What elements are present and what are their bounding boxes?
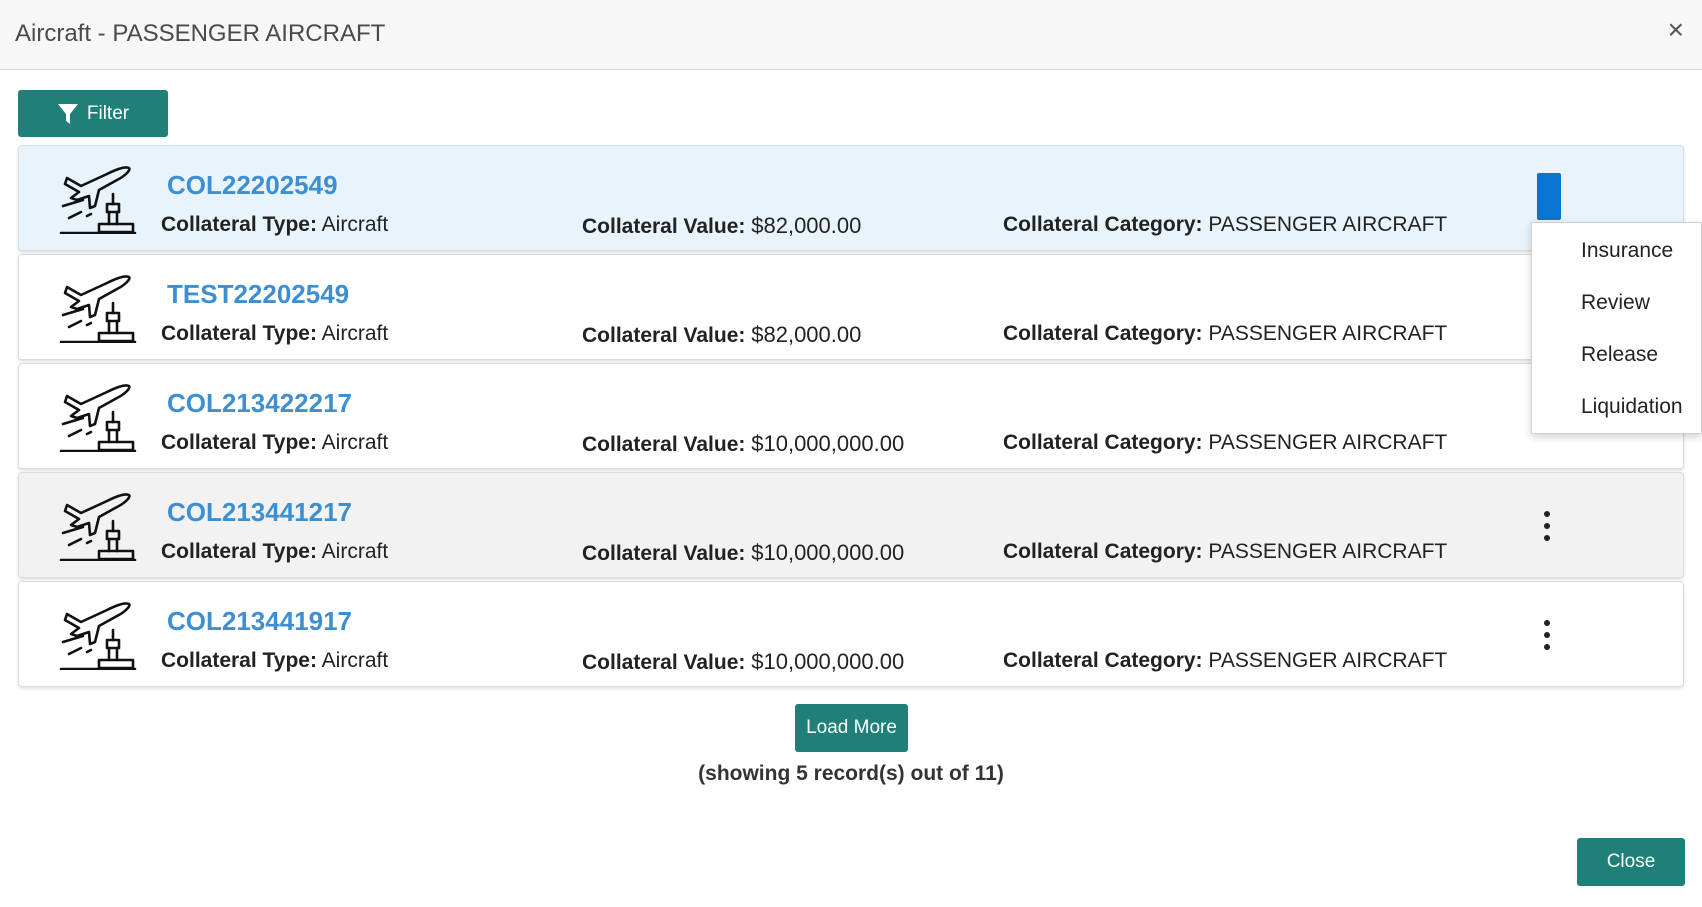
collateral-value: Collateral Value: $82,000.00 — [582, 213, 862, 238]
menu-item-review[interactable]: Review — [1581, 291, 1650, 314]
airplane-takeoff-icon — [59, 275, 137, 343]
collateral-card[interactable]: TEST22202549 Collateral Type: Aircraft C… — [18, 254, 1684, 360]
collateral-id-link[interactable]: COL22202549 — [167, 170, 338, 200]
collateral-type: Collateral Type: Aircraft — [161, 540, 389, 563]
more-actions-button[interactable] — [1540, 511, 1554, 541]
airplane-takeoff-icon — [59, 384, 137, 452]
collateral-card[interactable]: COL213422217 Collateral Type: Aircraft C… — [18, 363, 1684, 469]
close-button[interactable]: Close — [1577, 838, 1685, 886]
filter-button-label: Filter — [86, 102, 130, 124]
collateral-category: Collateral Category: PASSENGER AIRCRAFT — [1003, 213, 1448, 236]
collateral-card[interactable]: COL213441217 Collateral Type: Aircraft C… — [18, 472, 1684, 578]
collateral-card[interactable]: COL213441917 Collateral Type: Aircraft C… — [18, 581, 1684, 687]
collateral-type: Collateral Type: Aircraft — [161, 213, 389, 236]
collateral-category: Collateral Category: PASSENGER AIRCRAFT — [1003, 322, 1448, 345]
collateral-type: Collateral Type: Aircraft — [161, 322, 389, 345]
filter-button[interactable]: Filter — [18, 90, 168, 137]
filter-icon — [57, 103, 78, 124]
menu-item-release[interactable]: Release — [1581, 343, 1659, 366]
menu-item-insurance[interactable]: Insurance — [1581, 239, 1674, 262]
airplane-takeoff-icon — [59, 493, 137, 561]
collateral-id-link[interactable]: COL213441217 — [167, 497, 353, 527]
airplane-takeoff-icon — [59, 166, 137, 234]
collateral-type: Collateral Type: Aircraft — [161, 649, 389, 672]
collateral-value: Collateral Value: $10,000,000.00 — [582, 431, 905, 456]
more-actions-button[interactable] — [1540, 620, 1554, 650]
records-count: (showing 5 record(s) out of 11) — [698, 762, 1004, 785]
collateral-card[interactable]: COL22202549 Collateral Type: Aircraft Co… — [18, 145, 1684, 251]
collateral-value: Collateral Value: $82,000.00 — [582, 322, 862, 347]
collateral-id-link[interactable]: COL213422217 — [167, 388, 353, 418]
collateral-category: Collateral Category: PASSENGER AIRCRAFT — [1003, 540, 1448, 563]
collateral-list: COL22202549 Collateral Type: Aircraft Co… — [18, 145, 1684, 690]
load-more-button[interactable]: Load More — [795, 704, 908, 752]
collateral-category: Collateral Category: PASSENGER AIRCRAFT — [1003, 649, 1448, 672]
collateral-category: Collateral Category: PASSENGER AIRCRAFT — [1003, 431, 1448, 454]
more-actions-button[interactable] — [1537, 173, 1561, 220]
close-icon[interactable]: × — [1667, 14, 1684, 45]
collateral-value: Collateral Value: $10,000,000.00 — [582, 540, 905, 565]
collateral-value: Collateral Value: $10,000,000.00 — [582, 649, 905, 674]
menu-item-liquidation[interactable]: Liquidation — [1581, 395, 1683, 418]
collateral-type: Collateral Type: Aircraft — [161, 431, 389, 454]
actions-menu: Insurance Review Release Liquidation — [1531, 222, 1702, 434]
collateral-id-link[interactable]: TEST22202549 — [167, 279, 350, 309]
modal-title: Aircraft - PASSENGER AIRCRAFT — [15, 20, 386, 47]
modal-header: Aircraft - PASSENGER AIRCRAFT × — [0, 0, 1702, 70]
collateral-id-link[interactable]: COL213441917 — [167, 606, 353, 636]
airplane-takeoff-icon — [59, 602, 137, 670]
